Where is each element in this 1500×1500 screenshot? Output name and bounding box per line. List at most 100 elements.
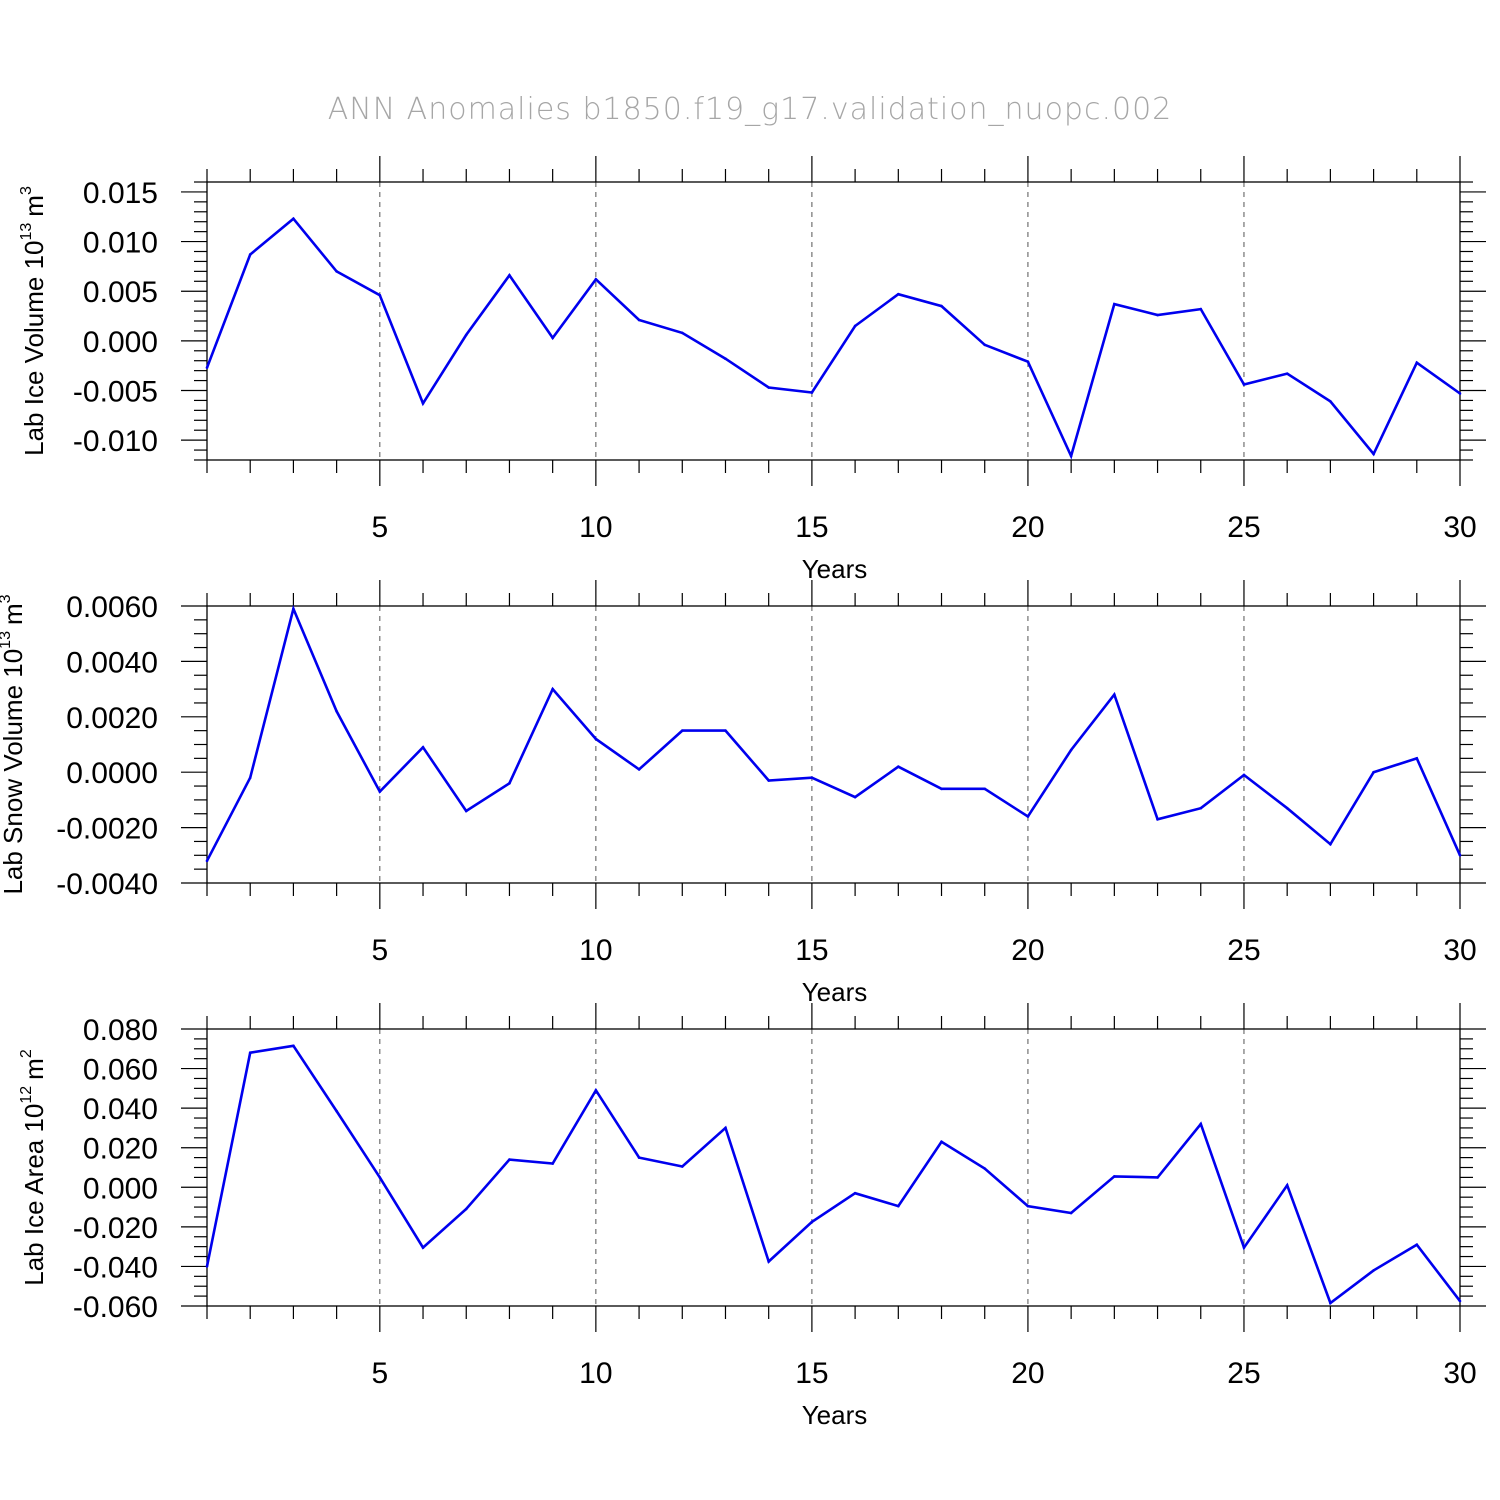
data-point <box>897 765 900 768</box>
data-point <box>421 402 425 405</box>
data-point <box>378 293 382 297</box>
data-point <box>1372 770 1375 774</box>
data-point <box>205 859 209 863</box>
data-point <box>1285 806 1289 810</box>
x-tick-label: 25 <box>1227 511 1260 544</box>
x-tick-label: 30 <box>1443 1357 1476 1390</box>
data-point <box>1156 1176 1159 1179</box>
y-tick-label: 0.020 <box>83 1133 158 1166</box>
data-point <box>724 357 727 361</box>
x-tick-label: 20 <box>1011 934 1044 967</box>
data-point <box>335 709 338 713</box>
data-point <box>1069 454 1073 458</box>
y-tick-label: 0.005 <box>83 276 158 309</box>
data-point <box>248 776 252 780</box>
data-point <box>940 787 943 791</box>
y-tick-label: 0.080 <box>83 1014 158 1047</box>
data-point <box>1113 693 1116 696</box>
data-point <box>983 343 987 347</box>
data-point <box>853 1191 857 1195</box>
series-line <box>205 604 1462 862</box>
x-tick-label: 15 <box>795 511 828 544</box>
data-point <box>1458 1299 1462 1303</box>
data-point <box>810 1220 814 1224</box>
data-point <box>983 1167 987 1170</box>
data-point <box>810 776 814 780</box>
data-point <box>637 1156 641 1159</box>
data-point <box>594 1089 598 1092</box>
y-tick-label: -0.020 <box>73 1212 158 1245</box>
data-point <box>767 386 770 389</box>
panel-1: 5 10 15 20 25 30 0.015 0.010 0.005 0.000 -0.005 -0.… <box>18 156 1486 584</box>
figure-title: ANN Anomalies b1850.f19_g17.validation_n… <box>328 92 1173 127</box>
data-point <box>810 391 814 394</box>
data-point <box>594 737 598 741</box>
data-point <box>1069 748 1073 752</box>
data-point <box>421 1246 425 1249</box>
y-axis-label: Lab Ice Volume 1013 m3 <box>18 186 49 456</box>
y-tick-label: 0.0020 <box>66 702 158 735</box>
data-point <box>551 1162 554 1165</box>
x-tick-label: 20 <box>1011 1357 1044 1390</box>
data-point <box>1199 307 1203 311</box>
data-point <box>248 253 252 256</box>
x-tick-label: 10 <box>579 934 612 967</box>
data-point <box>205 366 209 369</box>
y-axis-label: Lab Snow Volume 1013 m3 <box>0 594 28 894</box>
data-point <box>508 781 511 785</box>
panel-3: 5 10 15 20 25 30 0.080 0.060 0.040 0.020 0.000 -0.0… <box>18 1003 1486 1430</box>
y-tick-label: -0.0040 <box>56 868 158 901</box>
plot-frame <box>206 1028 1461 1307</box>
data-point <box>551 687 554 691</box>
y-axis-label-exponent: 13 <box>18 223 35 241</box>
data-point <box>1372 1269 1375 1272</box>
data-point <box>1026 360 1030 364</box>
y-tick-label: 0.060 <box>83 1054 158 1087</box>
data-point <box>594 278 598 281</box>
data-point <box>853 795 857 799</box>
data-point <box>464 809 468 813</box>
x-axis-label: Years <box>802 554 868 584</box>
y-tick-label: 0.0040 <box>66 646 158 679</box>
data-point <box>1415 757 1419 760</box>
y-tick-label: 0.010 <box>83 227 158 260</box>
data-point <box>378 1176 382 1179</box>
y-tick-label: 0.015 <box>83 177 158 210</box>
plot-frame <box>206 605 1461 884</box>
y-axis-label-unit-exponent: 3 <box>0 594 14 603</box>
data-point <box>1199 806 1203 810</box>
data-point <box>1285 1184 1289 1187</box>
y-tick-label: 0.000 <box>83 326 158 359</box>
x-tick-label: 15 <box>795 934 828 967</box>
data-point <box>1069 1211 1073 1215</box>
y-axis-label-unit-exponent: 2 <box>18 1049 35 1058</box>
x-tick-label: 15 <box>795 1357 828 1390</box>
series-line <box>205 216 1461 460</box>
x-axis-label: Years <box>802 1400 868 1430</box>
data-point <box>637 768 641 771</box>
data-point <box>1415 361 1419 365</box>
data-point <box>508 274 511 277</box>
data-point <box>1458 854 1462 857</box>
x-tick-label: 10 <box>579 511 612 544</box>
data-point <box>1113 1175 1116 1178</box>
data-point <box>1329 400 1332 403</box>
data-point <box>1242 1246 1246 1249</box>
data-point <box>1329 842 1332 846</box>
data-point <box>1026 815 1030 818</box>
y-tick-label: -0.060 <box>73 1291 158 1324</box>
data-point <box>292 1044 295 1048</box>
data-point <box>940 1140 943 1144</box>
x-tick-label: 10 <box>579 1357 612 1390</box>
data-point <box>464 1207 468 1211</box>
y-axis-label-unit: m <box>19 195 49 217</box>
y-axis-label-text: Lab Snow Volume 10 <box>0 649 28 895</box>
data-point <box>464 333 468 337</box>
y-axis-label-unit-exponent: 3 <box>18 186 35 195</box>
data-point <box>335 1109 338 1113</box>
data-point <box>205 1265 209 1268</box>
chart-panels: 5 10 15 20 25 300.0150.0100.0050.000-0.005-0.… <box>0 156 1486 1430</box>
data-point <box>1415 1243 1419 1246</box>
data-point <box>551 336 554 340</box>
